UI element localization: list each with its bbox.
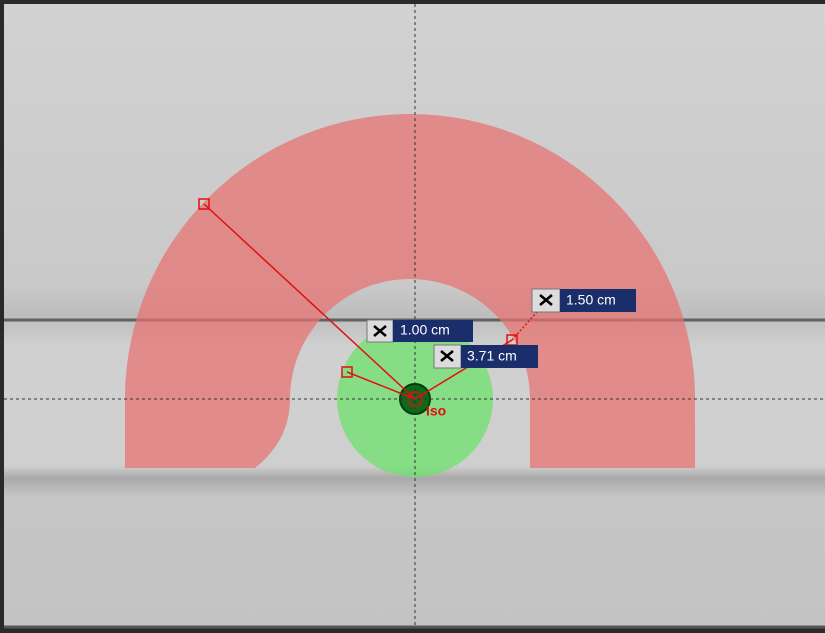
handle[interactable] <box>341 366 353 378</box>
measure-line <box>346 371 416 400</box>
measure-label: 3.71 cm <box>467 348 517 364</box>
measurement-tag: 1.00 cm <box>366 319 473 343</box>
measurement-tag: 3.71 cm <box>433 344 538 369</box>
close-icon <box>539 294 553 306</box>
handle[interactable] <box>198 198 210 210</box>
tag-box <box>560 289 636 312</box>
measure-line <box>203 203 416 400</box>
tag-box <box>393 320 473 342</box>
measure-label: 1.00 cm <box>400 322 450 338</box>
tag-box <box>461 345 538 368</box>
iso-circle <box>407 391 423 407</box>
close-icon <box>440 350 454 362</box>
iso-label: Iso <box>426 403 446 419</box>
measurement-tag: 1.50 cm <box>531 288 636 313</box>
measure-label: 1.50 cm <box>566 292 616 308</box>
close-icon <box>373 325 387 337</box>
structure-region <box>125 114 695 468</box>
